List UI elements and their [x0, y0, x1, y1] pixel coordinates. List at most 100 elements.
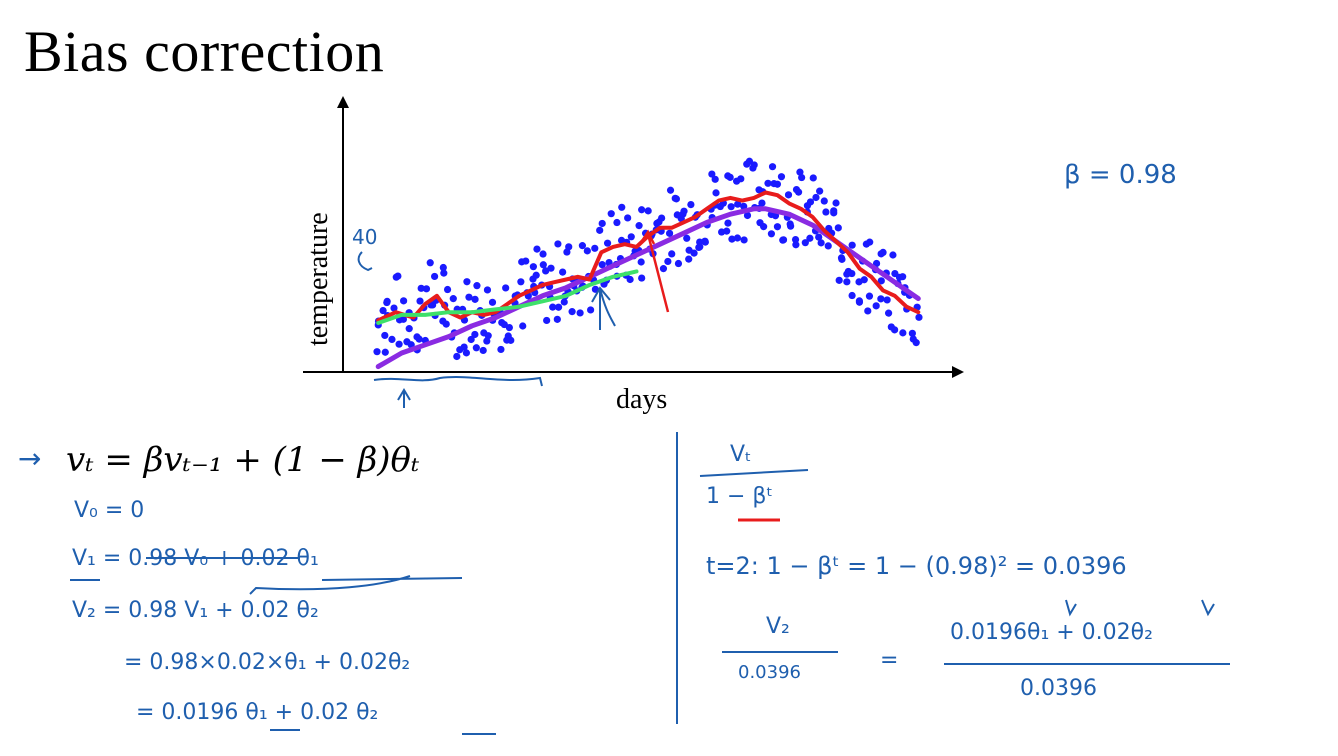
data-point: [843, 278, 851, 286]
eq-v1: V₁ = 0.98 V₀ + 0.02 θ₁: [72, 546, 319, 571]
data-point: [760, 223, 768, 231]
data-point: [665, 229, 674, 237]
data-point: [603, 239, 612, 247]
data-point: [473, 282, 481, 290]
data-point: [559, 268, 567, 276]
data-point: [734, 200, 742, 208]
data-point: [638, 206, 646, 214]
data-point: [674, 259, 683, 268]
data-point: [809, 174, 817, 182]
data-point: [583, 247, 591, 255]
data-point: [723, 227, 731, 235]
series-lines: [375, 190, 921, 370]
data-point: [637, 258, 645, 266]
data-point: [565, 243, 573, 251]
data-point: [773, 180, 782, 188]
data-point: [806, 234, 814, 242]
data-point: [724, 219, 732, 227]
data-point: [483, 337, 491, 345]
data-point: [578, 242, 587, 250]
data-point: [737, 175, 745, 183]
data-point: [816, 187, 824, 195]
eq-v2-line3: = 0.0196 θ₁ + 0.02 θ₂: [136, 700, 379, 725]
data-point: [533, 245, 541, 253]
data-point: [522, 257, 530, 265]
data-point: [872, 302, 880, 310]
data-point: [749, 164, 757, 172]
data-point: [596, 226, 604, 234]
data-point: [820, 197, 828, 205]
data-point: [889, 251, 897, 259]
v2-denominator: 0.0396: [738, 662, 801, 683]
data-point: [449, 295, 457, 303]
data-point: [417, 284, 425, 292]
data-point: [743, 211, 752, 220]
annotation-arrow-blue: [591, 286, 616, 330]
eq-v2: V₂ = 0.98 V₁ + 0.02 θ₂: [72, 598, 319, 623]
data-point: [891, 326, 899, 334]
data-point: [658, 214, 666, 222]
data-point: [773, 223, 782, 231]
frac-bar-1: [699, 469, 809, 477]
data-point: [708, 170, 716, 178]
data-point: [471, 295, 479, 303]
data-point: [426, 259, 434, 267]
data-point: [635, 222, 643, 230]
data-point: [659, 265, 668, 273]
v2-numerator: V₂: [766, 614, 790, 639]
data-point: [460, 343, 468, 351]
data-point: [779, 236, 787, 244]
data-point: [568, 308, 576, 316]
data-point: [598, 261, 606, 269]
data-point: [899, 329, 907, 337]
data-point: [796, 168, 804, 176]
data-point: [673, 211, 681, 219]
data-point: [848, 269, 856, 278]
data-point: [835, 276, 843, 284]
data-point: [471, 330, 479, 339]
data-point: [683, 234, 691, 242]
data-point: [431, 272, 439, 281]
data-point: [381, 331, 389, 340]
data-point: [394, 272, 402, 280]
data-point: [529, 263, 537, 271]
data-point: [453, 352, 461, 361]
data-point: [864, 307, 872, 315]
data-point: [832, 199, 840, 207]
data-point: [671, 194, 679, 202]
data-point: [679, 210, 687, 218]
frac-numerator: Vₜ: [730, 442, 752, 467]
red-ewma-line: [376, 190, 921, 323]
data-point: [388, 335, 396, 343]
data-point: [553, 315, 561, 323]
data-point: [834, 224, 842, 232]
data-point: [716, 202, 724, 211]
data-point: [626, 275, 634, 284]
data-point: [666, 186, 675, 194]
data-point: [547, 264, 555, 272]
data-point: [815, 233, 823, 241]
data-point: [767, 230, 776, 238]
data-point: [830, 207, 838, 215]
data-point: [415, 335, 423, 343]
data-point: [740, 236, 748, 244]
data-point: [543, 316, 551, 325]
data-point: [848, 291, 856, 300]
data-point: [915, 313, 923, 321]
data-point: [685, 255, 693, 263]
data-point: [872, 259, 881, 268]
data-point: [463, 278, 471, 286]
data-point: [792, 241, 800, 249]
data-point: [462, 349, 471, 357]
data-point: [740, 202, 748, 210]
data-point: [743, 160, 751, 168]
eq-t2: t=2: 1 − βᵗ = 1 − (0.98)² = 0.0396: [706, 552, 1127, 580]
data-point: [712, 189, 720, 197]
data-point: [786, 220, 794, 228]
green-corrected-line: [376, 269, 639, 325]
divider-line: [676, 432, 678, 724]
data-point: [390, 304, 398, 312]
y-axis-arrow: [337, 96, 349, 108]
data-point: [465, 293, 473, 301]
